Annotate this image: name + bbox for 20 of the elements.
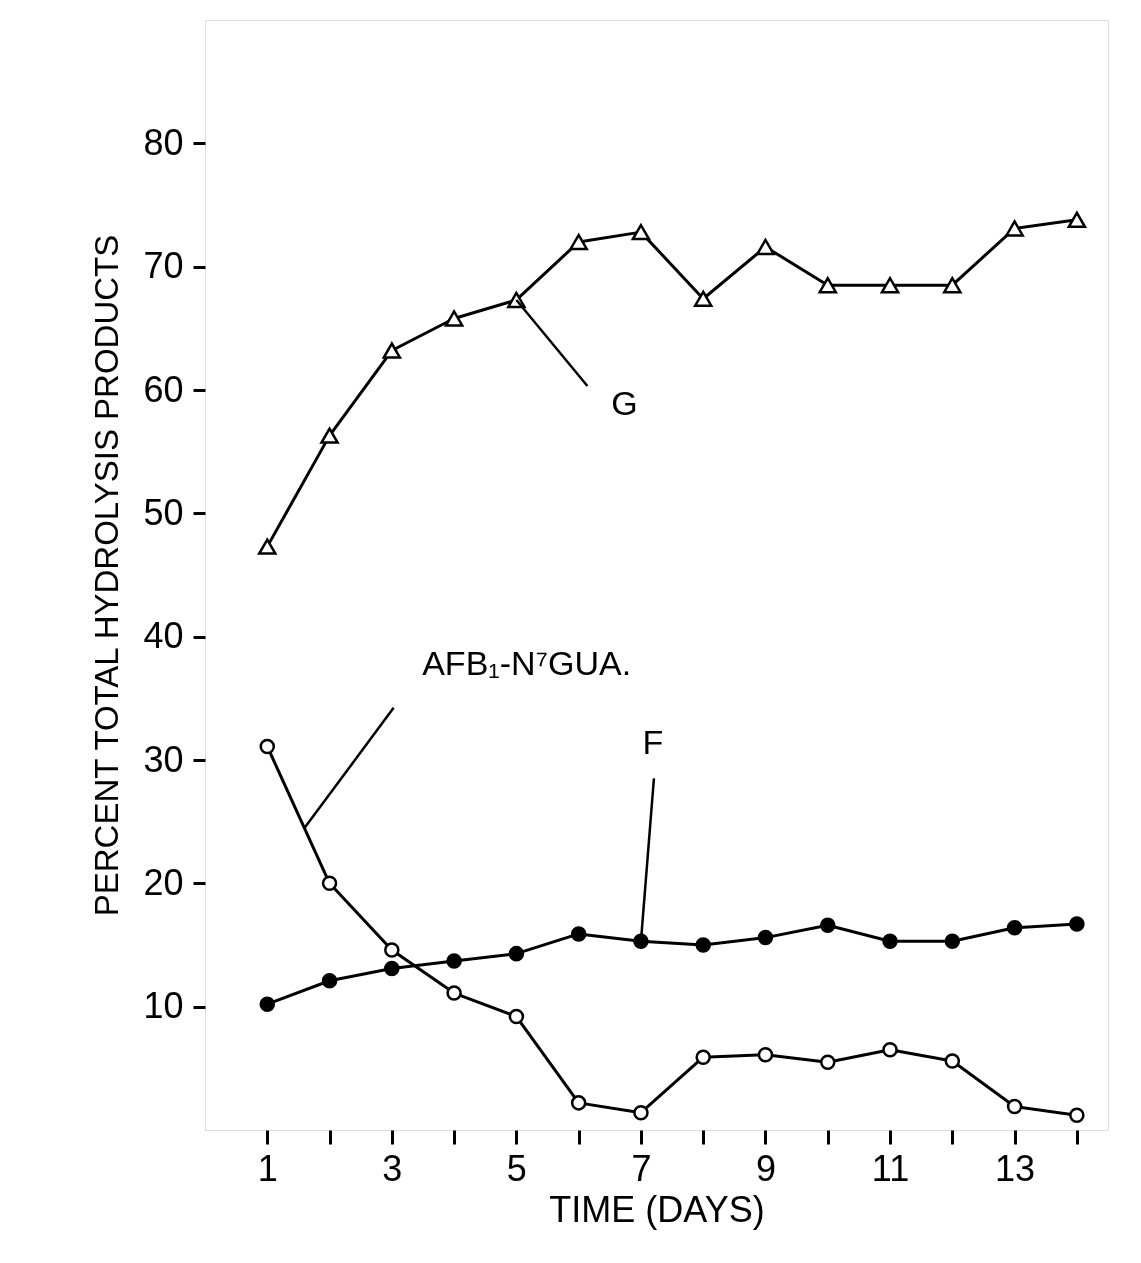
x-tick-label: 11 xyxy=(871,1147,910,1189)
y-tick-label: 70 xyxy=(143,245,184,287)
annotation: G xyxy=(611,383,638,422)
x-tick-label: 7 xyxy=(631,1147,652,1189)
y-tick-label: 20 xyxy=(143,861,184,903)
y-tick-label: 80 xyxy=(143,121,184,163)
annotation: AFB₁-N⁷GUA. xyxy=(422,643,632,682)
x-axis-title: TIME (DAYS) xyxy=(549,1188,765,1230)
x-tick-label: 5 xyxy=(506,1147,527,1189)
x-tick-label: 3 xyxy=(382,1147,403,1189)
annotation: F xyxy=(642,723,664,762)
y-tick-label: 50 xyxy=(143,491,184,533)
x-tick-label: 13 xyxy=(995,1147,1036,1189)
y-tick-label: 10 xyxy=(143,985,184,1027)
y-axis-title: PERCENT TOTAL HYDROLYSIS PRODUCTS xyxy=(88,234,126,917)
y-tick-label: 30 xyxy=(143,738,184,780)
y-tick-label: 60 xyxy=(143,368,184,410)
x-tick-label: 1 xyxy=(257,1147,278,1189)
x-tick-label: 9 xyxy=(755,1147,776,1189)
y-tick-label: 40 xyxy=(143,615,184,657)
